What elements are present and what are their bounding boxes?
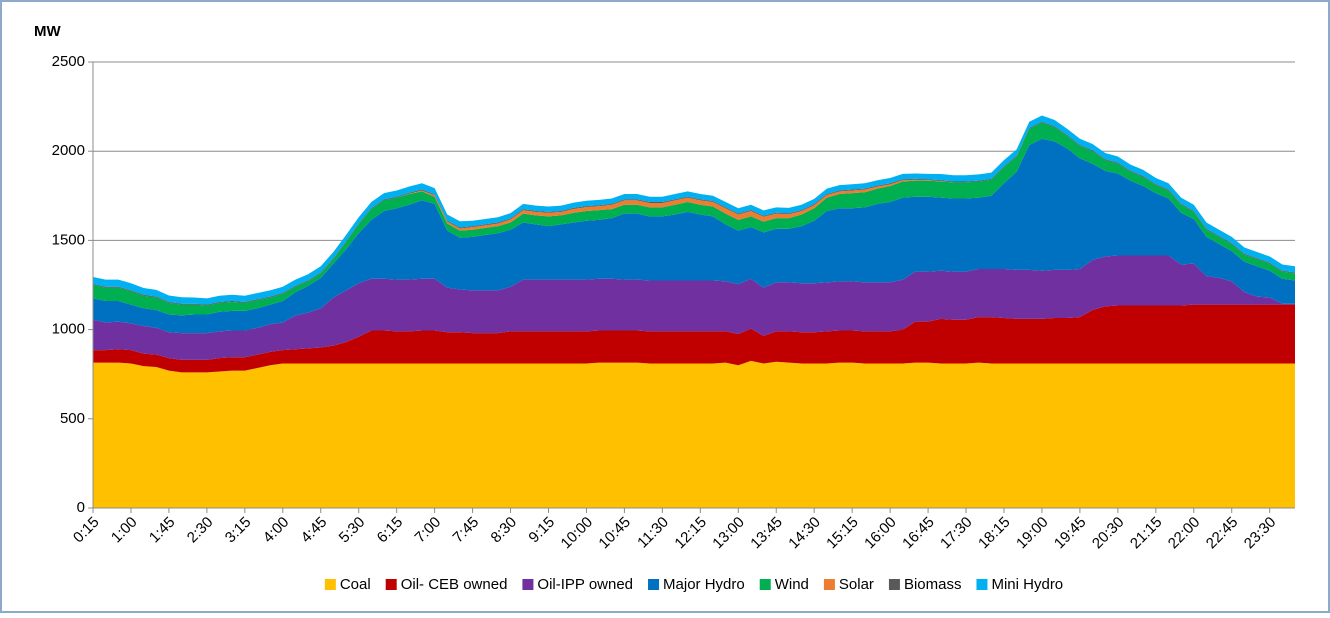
legend-label: Biomass	[904, 576, 962, 593]
legend-swatch	[385, 579, 397, 590]
legend-swatch	[324, 579, 336, 590]
area	[93, 304, 1295, 373]
legend-label: Oil- CEB owned	[401, 576, 508, 593]
legend-swatch	[759, 579, 771, 590]
legend-swatch	[648, 579, 660, 590]
legend-label: Mini Hydro	[991, 576, 1063, 593]
y-tick-label: 0	[77, 499, 85, 516]
legend-swatch	[823, 579, 835, 590]
y-axis-label: MW	[34, 23, 61, 40]
legend-label: Major Hydro	[663, 576, 745, 593]
y-tick-label: 2000	[52, 142, 85, 159]
legend-swatch	[522, 579, 534, 590]
legend-label: Coal	[340, 576, 371, 593]
legend: Coal Oil- CEB owned Oil-IPP owned Major Hyd…	[324, 576, 1063, 593]
legend-swatch	[888, 579, 900, 590]
area	[93, 138, 1295, 334]
y-tick-label: 1000	[52, 321, 85, 338]
y-tick-label: 2500	[52, 53, 85, 70]
legend-label: Wind	[775, 576, 809, 593]
y-tick-label: 500	[60, 410, 85, 427]
y-tick-label: 1500	[52, 231, 85, 248]
legend-label: Solar	[839, 576, 874, 593]
legend-swatch	[976, 579, 988, 590]
legend-label: Oil-IPP owned	[537, 576, 633, 593]
area	[93, 255, 1295, 360]
area	[93, 360, 1295, 508]
